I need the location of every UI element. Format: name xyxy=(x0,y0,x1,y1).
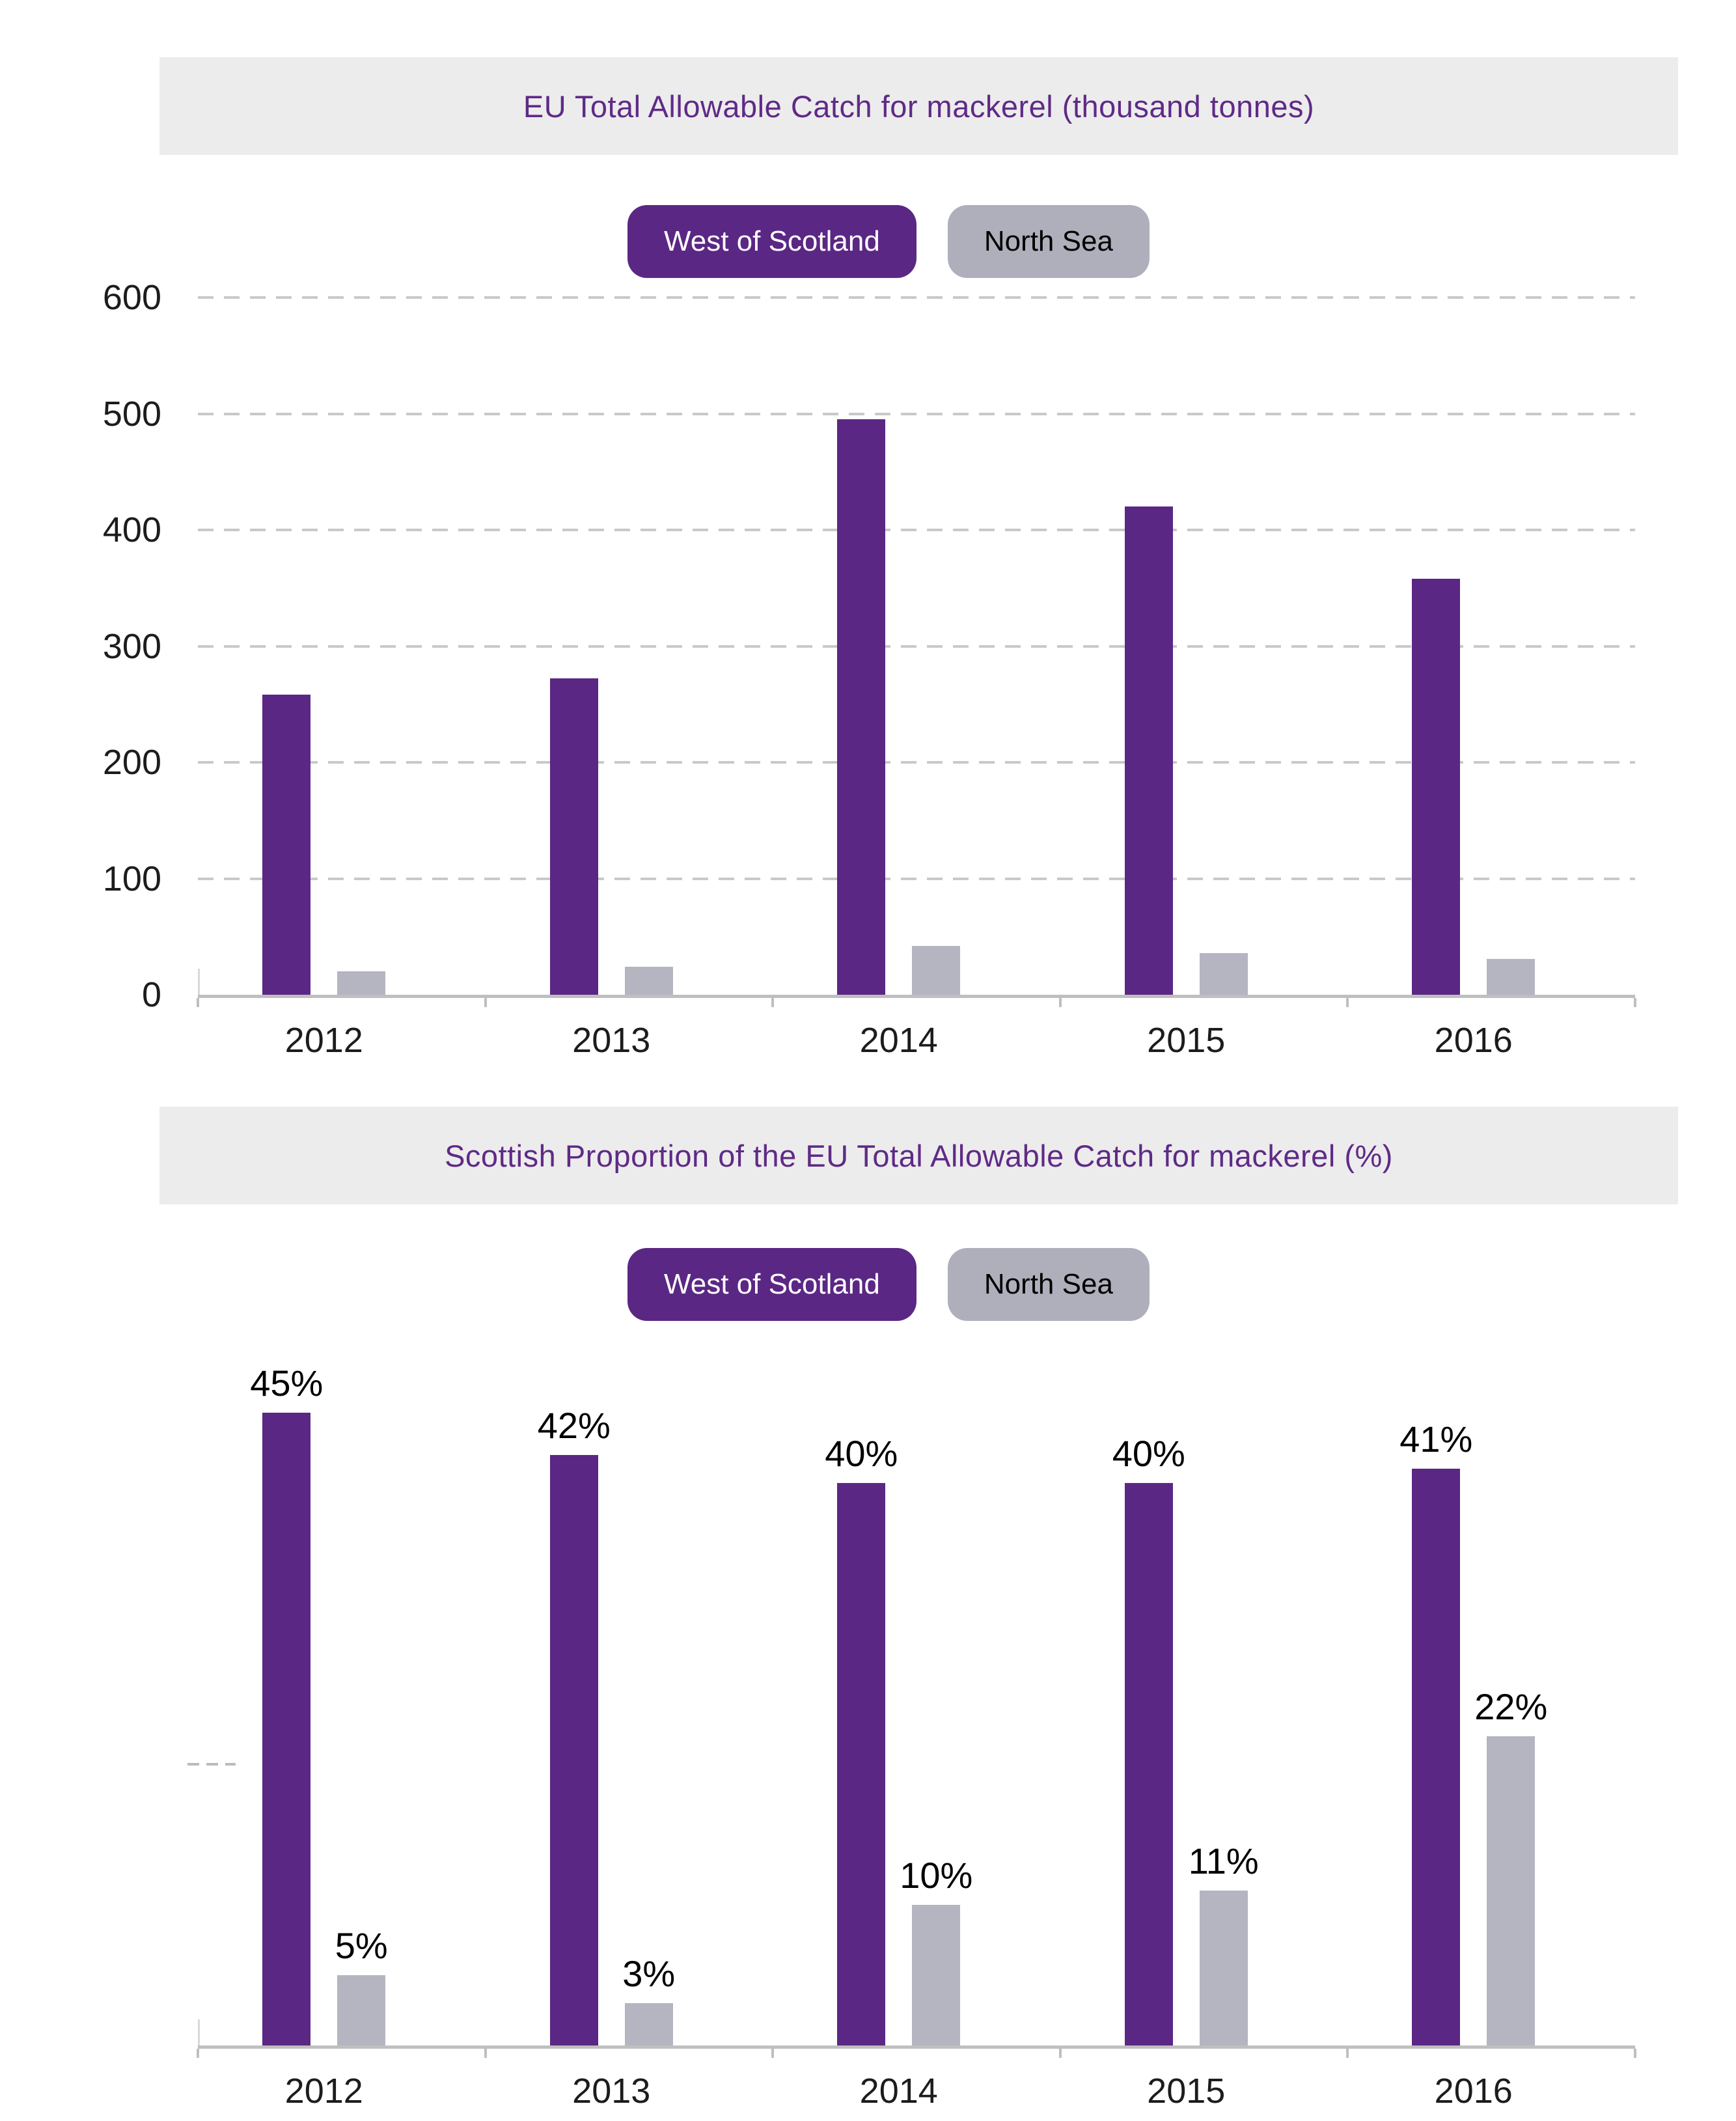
x-axis-line xyxy=(198,2045,1635,2049)
legend-north-sea: North Sea xyxy=(947,205,1150,278)
x-axis-label-2016: 2016 xyxy=(1434,2072,1513,2111)
gridline-200 xyxy=(198,761,1635,764)
bar-value-label-2013-west: 42% xyxy=(537,1404,611,1446)
bar-value-label-2014-north: 10% xyxy=(900,1855,973,1896)
x-axis-label-2015: 2015 xyxy=(1147,2072,1226,2111)
x-axis-line xyxy=(198,995,1635,998)
bar-north-sea-2012 xyxy=(337,1975,386,2045)
bar-north-sea-2014 xyxy=(912,1905,961,2045)
bar-value-label-2012-west: 45% xyxy=(250,1363,324,1404)
x-axis-tick xyxy=(197,2049,199,2058)
y-axis-label-200: 200 xyxy=(102,743,161,782)
gridline-400 xyxy=(198,529,1635,531)
bar-value-label-2016-west: 41% xyxy=(1399,1419,1473,1460)
x-axis-label-2012: 2012 xyxy=(284,1021,363,1060)
bar-west-of-scotland-2016 xyxy=(1412,578,1461,995)
bar-west-of-scotland-2012 xyxy=(262,695,311,995)
x-axis-label-2013: 2013 xyxy=(572,1021,651,1060)
y-axis-stub xyxy=(198,2019,200,2045)
bar-north-sea-2016 xyxy=(1487,1736,1536,2045)
bar-value-label-2013-north: 3% xyxy=(622,1953,676,1995)
bar-value-label-2015-west: 40% xyxy=(1112,1433,1185,1474)
gridline-fragment-20pct xyxy=(187,1763,236,1766)
chart1-legend: West of Scotland North Sea xyxy=(627,205,1150,278)
bar-west-of-scotland-2014 xyxy=(837,1483,886,2045)
y-axis-label-0: 0 xyxy=(141,975,161,1014)
bar-north-sea-2013 xyxy=(624,967,673,995)
bar-west-of-scotland-2013 xyxy=(549,1454,598,2045)
bar-west-of-scotland-2016 xyxy=(1412,1469,1461,2045)
chart2-title: Scottish Proportion of the EU Total Allo… xyxy=(445,1138,1393,1173)
x-axis-label-2016: 2016 xyxy=(1434,1021,1513,1060)
x-axis-tick xyxy=(1633,2049,1636,2058)
bar-north-sea-2012 xyxy=(337,971,386,995)
chart2-title-band: Scottish Proportion of the EU Total Allo… xyxy=(159,1107,1678,1204)
bar-west-of-scotland-2012 xyxy=(262,1413,311,2045)
x-axis-label-2013: 2013 xyxy=(572,2072,651,2111)
y-axis-label-400: 400 xyxy=(102,510,161,549)
chart2-legend: West of Scotland North Sea xyxy=(627,1248,1150,1321)
x-axis-tick xyxy=(1058,2049,1062,2058)
x-axis-tick xyxy=(197,998,199,1007)
x-axis-tick xyxy=(484,2049,487,2058)
legend-west-of-scotland: West of Scotland xyxy=(627,1248,916,1321)
bar-north-sea-2015 xyxy=(1199,1891,1248,2045)
gridline-500 xyxy=(198,412,1635,415)
gridline-600 xyxy=(198,296,1635,299)
chart1-title-band: EU Total Allowable Catch for mackerel (t… xyxy=(159,57,1678,155)
x-axis-tick xyxy=(1346,998,1349,1007)
bar-value-label-2014-west: 40% xyxy=(825,1433,898,1474)
x-axis-label-2012: 2012 xyxy=(284,2072,363,2111)
bar-north-sea-2013 xyxy=(624,2003,673,2045)
y-axis-label-300: 300 xyxy=(102,626,161,666)
bar-value-label-2015-north: 11% xyxy=(1188,1840,1259,1882)
legend-north-sea: North Sea xyxy=(947,1248,1150,1321)
x-axis-label-2015: 2015 xyxy=(1147,1021,1226,1060)
x-axis-label-2014: 2014 xyxy=(859,1021,938,1060)
chart1-title: EU Total Allowable Catch for mackerel (t… xyxy=(523,89,1315,124)
gridline-100 xyxy=(198,877,1635,880)
x-axis-tick xyxy=(771,2049,774,2058)
bar-north-sea-2016 xyxy=(1487,958,1536,995)
y-axis-stub xyxy=(198,969,200,995)
y-axis-label-500: 500 xyxy=(102,394,161,434)
x-axis-tick xyxy=(771,998,774,1007)
x-axis-tick xyxy=(1633,998,1636,1007)
bar-west-of-scotland-2015 xyxy=(1124,1483,1173,2045)
x-axis-tick xyxy=(1058,998,1062,1007)
gridline-300 xyxy=(198,645,1635,648)
bar-value-label-2012-north: 5% xyxy=(335,1925,388,1966)
x-axis-tick xyxy=(484,998,487,1007)
bar-west-of-scotland-2013 xyxy=(549,678,598,995)
legend-west-of-scotland: West of Scotland xyxy=(627,205,916,278)
x-axis-tick xyxy=(1346,2049,1349,2058)
y-axis-label-600: 600 xyxy=(102,278,161,317)
bar-west-of-scotland-2014 xyxy=(837,419,886,995)
y-axis-label-100: 100 xyxy=(102,859,161,898)
bar-north-sea-2014 xyxy=(912,946,961,995)
bar-west-of-scotland-2015 xyxy=(1124,506,1173,995)
bar-value-label-2016-north: 22% xyxy=(1474,1685,1548,1727)
bar-north-sea-2015 xyxy=(1199,952,1248,995)
x-axis-label-2014: 2014 xyxy=(859,2072,938,2111)
